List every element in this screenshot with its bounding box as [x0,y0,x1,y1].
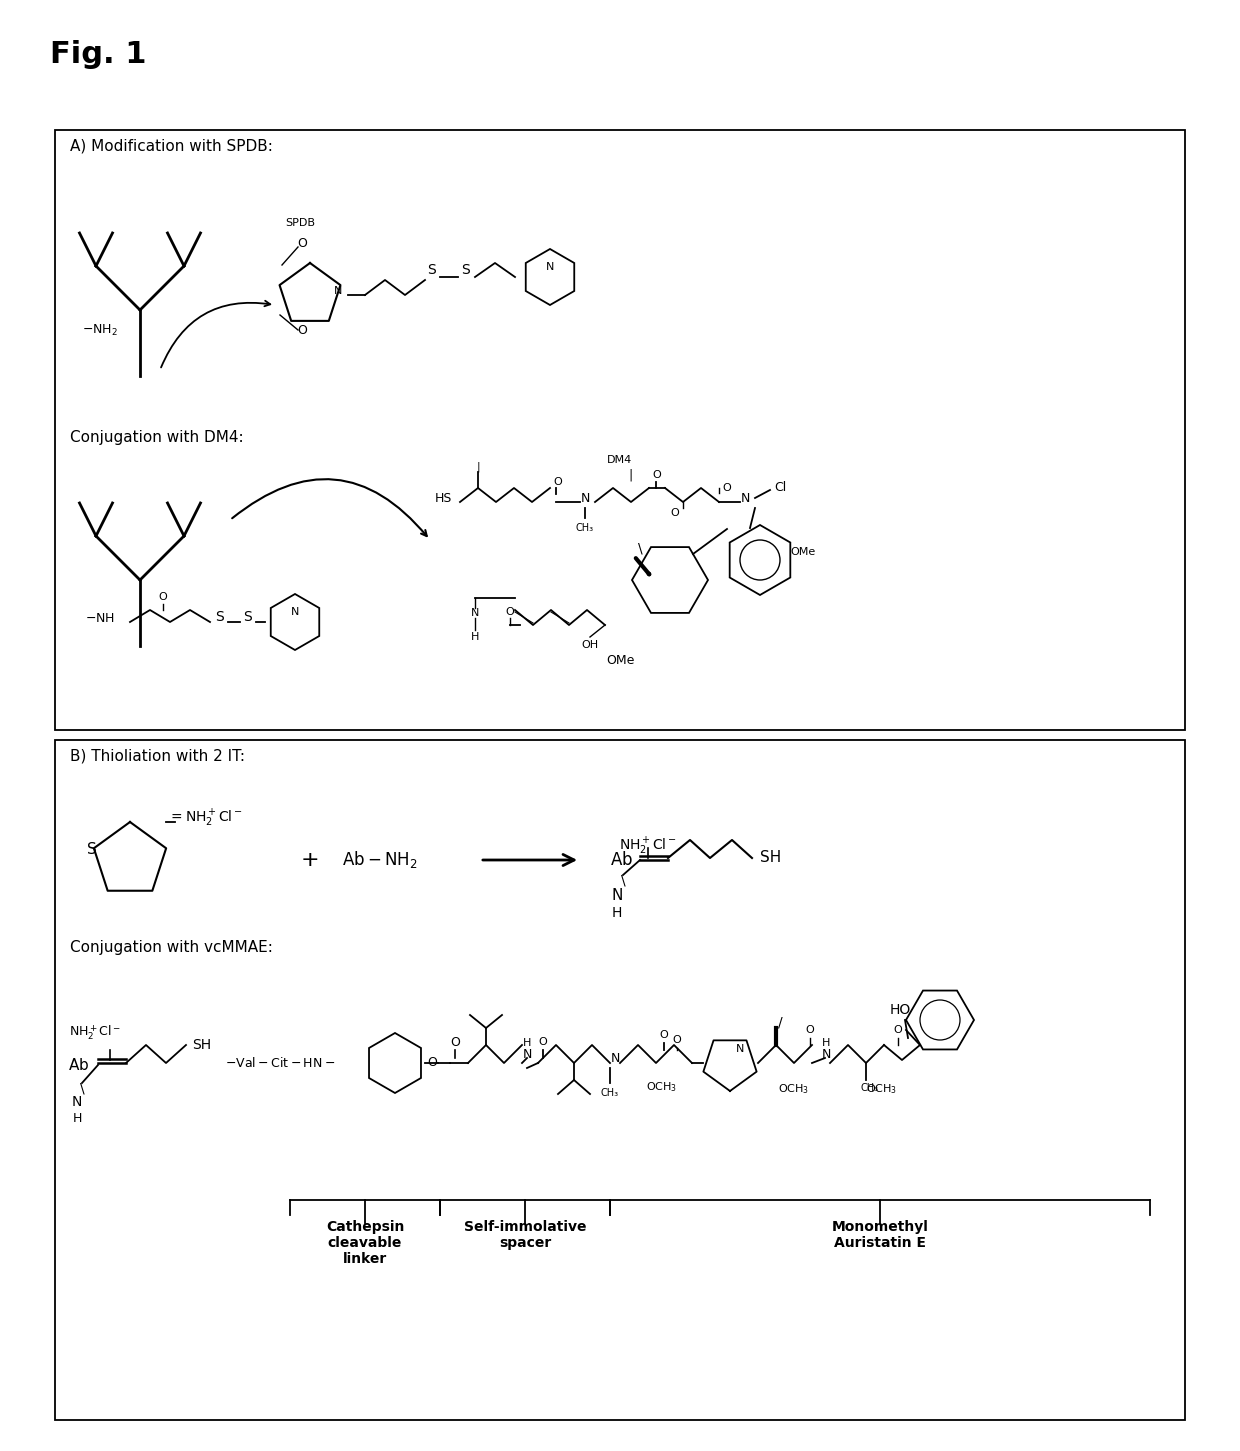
Text: Cl: Cl [774,480,786,493]
Text: Fig. 1: Fig. 1 [50,41,146,70]
Text: DM4: DM4 [608,456,632,464]
Polygon shape [729,525,790,595]
Text: $\mathregular{-NH}$: $\mathregular{-NH}$ [86,611,114,624]
Text: H: H [471,633,479,641]
Text: N: N [546,263,554,271]
Text: CH₃: CH₃ [861,1082,879,1093]
Text: $\mathregular{Ab}$: $\mathregular{Ab}$ [68,1056,89,1072]
Text: S: S [216,609,224,624]
Text: $\mathregular{OCH_3}$: $\mathregular{OCH_3}$ [646,1080,677,1094]
Text: $\mathregular{OCH_3}$: $\mathregular{OCH_3}$ [779,1082,810,1096]
Text: O: O [553,477,563,488]
Text: N: N [740,492,750,505]
Text: SH: SH [760,850,781,865]
Text: O: O [671,508,680,518]
Text: N: N [610,1052,620,1065]
Text: O: O [806,1024,815,1035]
Text: N: N [522,1049,532,1062]
Text: O: O [298,324,308,337]
Text: HO: HO [889,1003,910,1017]
Text: $\mathregular{=NH_2^+ Cl^-}$: $\mathregular{=NH_2^+ Cl^-}$ [167,807,243,829]
Text: HS: HS [435,492,453,505]
Text: $\mathregular{Ab-NH_2}$: $\mathregular{Ab-NH_2}$ [342,849,418,871]
Text: Self-immolative
spacer: Self-immolative spacer [464,1220,587,1251]
Text: O: O [723,483,732,493]
Text: O: O [159,592,167,602]
Text: Cathepsin
cleavable
linker: Cathepsin cleavable linker [326,1220,404,1267]
Text: O: O [450,1036,460,1049]
Text: O: O [672,1035,681,1045]
Text: OH: OH [582,640,599,650]
Text: Conjugation with vcMMAE:: Conjugation with vcMMAE: [69,940,273,955]
Text: B) Thioliation with 2 IT:: B) Thioliation with 2 IT: [69,749,246,763]
Polygon shape [526,250,574,305]
Bar [55,131,1185,730]
Text: H: H [611,905,622,920]
Text: N: N [821,1049,831,1062]
Text: +: + [300,850,320,871]
Text: O: O [894,1024,903,1035]
Text: OMe: OMe [606,653,634,666]
Text: $\mathregular{NH_2^+ Cl^-}$: $\mathregular{NH_2^+ Cl^-}$ [619,836,677,858]
Text: /: / [777,1016,782,1029]
Text: $\mathregular{NH_2^+ Cl^-}$: $\mathregular{NH_2^+ Cl^-}$ [68,1023,122,1042]
Text: $\mathregular{\backslash}$: $\mathregular{\backslash}$ [620,872,626,888]
Text: H: H [523,1037,531,1048]
Text: O: O [298,237,308,250]
Text: N: N [611,888,622,903]
Polygon shape [906,991,973,1049]
Text: S: S [87,843,97,858]
Text: N: N [735,1045,744,1053]
Text: A) Modification with SPDB:: A) Modification with SPDB: [69,138,273,152]
Polygon shape [270,593,319,650]
Text: N: N [291,607,299,617]
Text: H: H [72,1111,82,1125]
Text: OMe: OMe [790,547,815,557]
Text: $\mathregular{Ab}$: $\mathregular{Ab}$ [610,850,632,869]
Text: O: O [538,1037,547,1048]
Text: \: \ [637,541,642,554]
Polygon shape [632,547,708,612]
Text: O: O [660,1030,668,1040]
Text: SPDB: SPDB [285,218,315,228]
Text: N: N [72,1096,82,1109]
Polygon shape [370,1033,422,1093]
Bar [55,740,1185,1421]
Text: O: O [427,1056,436,1069]
Text: N: N [334,286,342,296]
Text: H: H [822,1037,831,1048]
Text: S: S [243,609,253,624]
Text: Conjugation with DM4:: Conjugation with DM4: [69,429,243,445]
Text: O: O [506,607,515,617]
Text: CH₃: CH₃ [601,1088,619,1098]
Text: |: | [629,469,634,482]
Text: $\mathregular{-Val-Cit-HN-}$: $\mathregular{-Val-Cit-HN-}$ [224,1056,335,1069]
Text: $\mathregular{\backslash}$: $\mathregular{\backslash}$ [78,1081,86,1096]
Text: Monomethyl
Auristatin E: Monomethyl Auristatin E [832,1220,929,1251]
Text: CH₃: CH₃ [575,522,594,533]
Text: N: N [580,492,590,505]
Text: O: O [652,470,661,480]
Text: N: N [471,608,479,618]
Text: SH: SH [192,1037,211,1052]
Text: |: | [476,461,480,472]
Text: S: S [460,263,470,277]
Text: S: S [428,263,436,277]
Text: $-\mathregular{NH_2}$: $-\mathregular{NH_2}$ [82,322,118,338]
Text: $\mathregular{OCH_3}$: $\mathregular{OCH_3}$ [867,1082,898,1096]
